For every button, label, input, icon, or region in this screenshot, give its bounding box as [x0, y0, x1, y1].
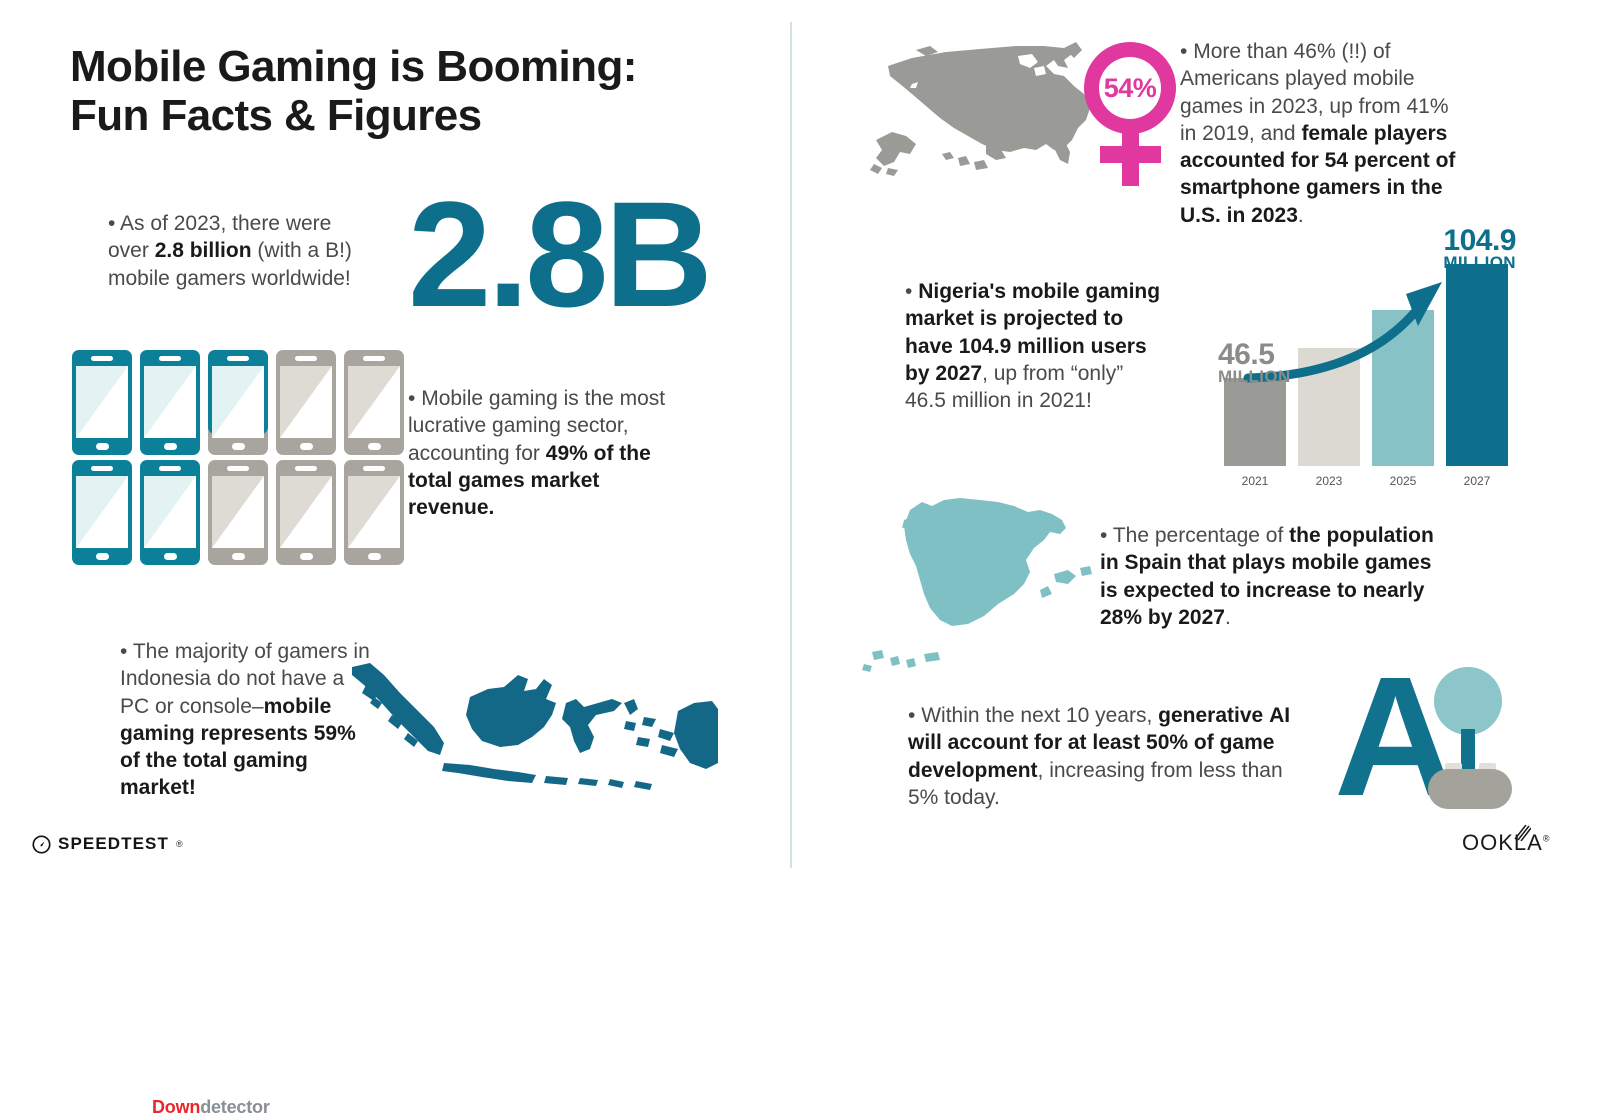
phone-icon-9-empty: [276, 460, 336, 565]
bullet-glyph: •: [120, 640, 128, 663]
fact-usa-bold: female players accounted for 54 percent …: [1180, 121, 1456, 227]
fact-global-gamers-post: (with a B!) mobile gamers worldwide!: [108, 239, 352, 290]
speedtest-trademark: ®: [175, 839, 183, 849]
speedtest-logo[interactable]: SPEEDTEST ®: [32, 834, 183, 854]
fact-nigeria-mid: , up from “only” 46.5 million in 2021!: [905, 361, 1124, 413]
fact-indonesia-bold: mobile gaming represents 59% of the tota…: [120, 694, 356, 800]
bullet-glyph: •: [408, 387, 416, 410]
ookla-trademark: ®: [1542, 833, 1551, 844]
bullet-glyph: •: [905, 280, 913, 303]
fact-usa-pre: More than 46% (!!) of Americans played m…: [1180, 40, 1449, 145]
phone-icon-1-filled: [72, 350, 132, 455]
callout-2021-value: 46.5: [1218, 338, 1275, 371]
speedometer-icon: [32, 834, 51, 854]
fact-market-revenue-bold: 49% of the total games market revenue.: [408, 441, 651, 520]
callout-2021: 46.5 MILLION: [1218, 338, 1291, 387]
ookla-slash-icon: [1514, 825, 1531, 841]
fact-spain-post: .: [1224, 605, 1231, 629]
downdetector-logo[interactable]: Downdetector !: [152, 1097, 1600, 1118]
bar-2027: [1446, 264, 1508, 466]
downdetector-detector: detector: [200, 1097, 270, 1117]
fact-market-revenue-pre: Mobile gaming is the most lucrative gami…: [408, 387, 666, 465]
fact-usa-players: • More than 46% (!!) of Americans played…: [1180, 38, 1458, 229]
vertical-divider: [790, 22, 792, 868]
female-symbol-badge: 54%: [1082, 42, 1178, 195]
spain-map: [848, 468, 1098, 683]
fact-spain-bold: the population in Spain that plays mobil…: [1100, 524, 1434, 629]
indonesia-map: [322, 645, 718, 800]
phone-icon-3-partial: [208, 350, 268, 455]
bar-2021: [1224, 378, 1286, 466]
fact-ai-bold: AI will account for at least 50% of game…: [908, 704, 1291, 782]
usa-map: [868, 32, 1138, 202]
bar-xtick-2021: 2021: [1241, 474, 1269, 488]
ookla-logo[interactable]: OOKLA®: [1462, 825, 1551, 856]
bullet-glyph: •: [108, 212, 116, 235]
callout-2027-value: 104.9: [1443, 224, 1516, 257]
joystick-stick-icon: [1461, 729, 1475, 777]
bullet-glyph: •: [1180, 40, 1188, 63]
bullet-glyph: •: [1100, 524, 1108, 547]
fact-usa-post: .: [1297, 203, 1304, 227]
fact-global-gamers-pre: As of 2023, there were over: [108, 212, 332, 263]
female-badge-value: 54%: [1103, 72, 1157, 103]
fact-global-gamers-bold: 2.8 billion: [154, 239, 252, 263]
joystick-ball-icon: [1434, 667, 1502, 735]
fact-spain-population: • The percentage of the population in Sp…: [1100, 522, 1450, 631]
phone-icon-7-filled: [140, 460, 200, 565]
phone-icon-10-empty: [344, 460, 404, 565]
downdetector-down: Down: [152, 1097, 201, 1117]
bar-xtick-2023: 2023: [1315, 474, 1343, 488]
fact-ai-post: , increasing from less than 5% today.: [908, 758, 1283, 809]
trend-arrow-icon: [1243, 282, 1442, 383]
ookla-wordmark: OOKLA: [1462, 830, 1543, 855]
bullet-glyph: •: [908, 704, 916, 727]
phone-pictograph: [72, 350, 404, 565]
callout-2021-unit: MILLION: [1218, 367, 1291, 387]
phone-grid: [72, 350, 404, 565]
ai-joystick-graphic: A: [1334, 642, 1512, 832]
page-title: Mobile Gaming is Booming: Fun Facts & Fi…: [70, 42, 750, 141]
bar-xtick-2027: 2027: [1463, 474, 1491, 488]
phone-icon-2-filled: [140, 350, 200, 455]
speedtest-wordmark: SPEEDTEST: [58, 834, 169, 853]
fact-global-gamers: • As of 2023, there were over 2.8 billio…: [108, 210, 370, 292]
page-title-line-2: Fun Facts & Figures: [70, 91, 482, 141]
callout-2027: 104.9 MILLION: [1424, 224, 1516, 273]
page-title-line-1: Mobile Gaming is Booming:: [70, 42, 637, 91]
bar-xtick-2025: 2025: [1389, 474, 1417, 488]
phone-icon-6-filled: [72, 460, 132, 565]
fact-generative-ai: • Within the next 10 years, generative A…: [908, 702, 1300, 811]
fact-spain-pre: The percentage of: [1112, 524, 1290, 547]
fact-indonesia-pre: The majority of gamers in Indonesia do n…: [120, 640, 370, 718]
phone-icon-5-empty: [344, 350, 404, 455]
callout-2027-unit: MILLION: [1443, 253, 1516, 273]
fact-market-revenue: • Mobile gaming is the most lucrative ga…: [408, 385, 676, 521]
fact-ai-bold-lead: generative: [1158, 704, 1264, 727]
nigeria-bar-chart: 2021 2023 2025 2027 46.5 MILLION 104.9 M…: [1212, 225, 1517, 492]
phone-icon-4-empty: [276, 350, 336, 455]
fact-nigeria-market: • Nigeria's mobile gaming market is proj…: [905, 278, 1167, 414]
fact-ai-pre: Within the next 10 years,: [921, 704, 1159, 727]
phone-icon-8-empty: [208, 460, 268, 565]
fact-nigeria-bold: Nigeria's mobile gaming market is projec…: [905, 280, 1161, 385]
infographic-canvas: Mobile Gaming is Booming: Fun Facts & Fi…: [32, 22, 1551, 1117]
joystick-base-icon: [1428, 769, 1512, 809]
fact-indonesia: • The majority of gamers in Indonesia do…: [120, 638, 370, 802]
big-stat-2-8b: 2.8B: [408, 170, 713, 338]
